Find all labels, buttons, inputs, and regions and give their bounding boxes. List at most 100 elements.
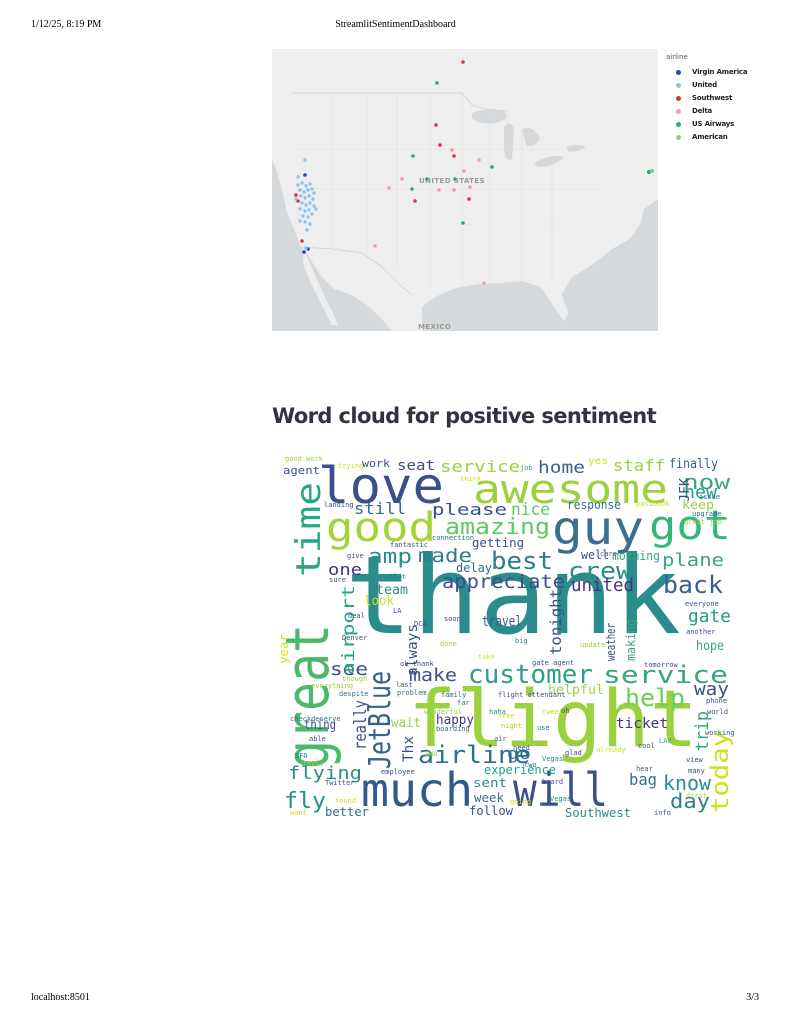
svg-text:Vegas: Vegas xyxy=(550,795,571,803)
wordcloud-word: Southwest xyxy=(565,806,631,820)
legend-item-american[interactable]: American xyxy=(666,131,747,144)
print-page-title: StreamlitSentimentDashboard xyxy=(335,19,456,30)
map-point xyxy=(302,250,306,254)
wordcloud-word: keep xyxy=(682,498,714,512)
svg-text:family: family xyxy=(441,691,466,699)
svg-text:need: need xyxy=(513,744,530,752)
wordcloud-word: Thx xyxy=(401,736,417,762)
svg-text:everything: everything xyxy=(311,682,353,690)
gulf-of-mexico xyxy=(422,283,540,331)
svg-text:reply: reply xyxy=(303,759,324,767)
map-point xyxy=(452,188,456,192)
wordcloud-word: flight xyxy=(408,675,698,765)
wordcloud-word: weather xyxy=(604,623,618,661)
canada-border xyxy=(292,92,509,112)
svg-text:DCA: DCA xyxy=(414,620,427,628)
svg-text:though: though xyxy=(342,675,367,683)
svg-text:flight attendant: flight attendant xyxy=(498,691,565,699)
svg-text:already: already xyxy=(596,746,626,754)
legend-title: airline xyxy=(666,53,688,61)
legend-item-us-airways[interactable]: US Airways xyxy=(666,118,747,131)
map-point xyxy=(461,221,465,225)
svg-text:fantastic: fantastic xyxy=(390,541,428,549)
wordcloud-word: fly xyxy=(284,789,326,814)
wordcloud-word: plane xyxy=(662,550,724,571)
wordcloud-word: got xyxy=(649,503,731,549)
wordcloud-word: flying xyxy=(288,763,362,784)
legend-label: United xyxy=(692,81,717,89)
svg-text:use: use xyxy=(537,724,550,732)
wordcloud-word: great xyxy=(280,624,343,769)
wordcloud-word: service xyxy=(440,457,520,476)
svg-text:LA: LA xyxy=(393,607,402,615)
svg-text:two: two xyxy=(524,761,537,769)
wordcloud-word: good xyxy=(326,505,436,551)
svg-text:far: far xyxy=(457,699,470,707)
legend-label: Delta xyxy=(692,107,713,115)
wordcloud-word: well xyxy=(581,548,609,562)
legend-item-united[interactable]: United xyxy=(666,79,747,92)
legend-marker xyxy=(676,135,681,140)
wordcloud-word: tonight xyxy=(547,589,565,655)
svg-text:gate agent: gate agent xyxy=(532,659,574,667)
wordcloud-word: getting xyxy=(472,536,524,550)
svg-text:everyone: everyone xyxy=(685,600,719,608)
wordcloud-word: make xyxy=(409,665,457,686)
svg-text:phone: phone xyxy=(706,697,727,705)
map-point xyxy=(490,165,494,169)
legend-item-southwest[interactable]: Southwest xyxy=(666,92,747,105)
map-point xyxy=(450,148,454,152)
wordcloud-word: better xyxy=(325,805,369,819)
wordcloud-word: bag xyxy=(629,770,657,789)
baja-land xyxy=(302,245,338,325)
svg-text:take: take xyxy=(478,653,495,661)
svg-text:issue: issue xyxy=(699,493,720,501)
wordcloud-word: airport xyxy=(339,585,359,675)
svg-text:tomorrow: tomorrow xyxy=(644,661,679,669)
airline-map[interactable]: UNITED STATES MEXICO xyxy=(272,49,658,331)
wordcloud-word: help xyxy=(625,684,685,712)
wordcloud-word: happy xyxy=(436,713,474,728)
florida-land xyxy=(540,281,568,321)
map-point xyxy=(453,177,457,181)
legend-item-delta[interactable]: Delta xyxy=(666,105,747,118)
svg-text:care: care xyxy=(600,550,617,558)
north-america-land xyxy=(272,49,658,331)
wordcloud-word: thank xyxy=(345,534,681,659)
map-point xyxy=(400,177,404,181)
wordcloud-word: really xyxy=(351,700,371,750)
svg-text:deal: deal xyxy=(348,612,365,620)
wordcloud-word: please xyxy=(432,500,507,519)
wordcloud-word: JetBlue xyxy=(363,671,398,769)
map-point xyxy=(300,239,304,243)
svg-text:going: going xyxy=(510,798,531,806)
wordcloud-word: know xyxy=(663,771,712,795)
svg-text:passbook: passbook xyxy=(636,500,671,508)
svg-text:LAX: LAX xyxy=(659,737,672,745)
map-point xyxy=(294,193,298,197)
svg-text:wonderful: wonderful xyxy=(424,708,462,716)
print-footer: localhost:8501 3/3 xyxy=(0,992,791,1006)
svg-text:haha: haha xyxy=(489,708,506,716)
wordcloud-word: guy xyxy=(552,501,644,555)
svg-text:big: big xyxy=(515,637,528,645)
map-canvas[interactable]: UNITED STATES MEXICO xyxy=(272,49,658,331)
svg-text:upgrade: upgrade xyxy=(692,510,722,518)
svg-text:landing: landing xyxy=(324,501,354,509)
svg-text:Twitter: Twitter xyxy=(325,779,355,787)
wordcloud-word: nice xyxy=(511,500,550,520)
svg-text:tweet: tweet xyxy=(542,708,563,716)
svg-text:problem: problem xyxy=(397,689,427,697)
wordcloud-word: JFK xyxy=(678,478,693,502)
wordcloud-word: amazing xyxy=(445,515,550,540)
wordcloud-word: helpful xyxy=(548,683,604,698)
wordcloud-word: trip xyxy=(692,711,713,751)
print-page-number: 3/3 xyxy=(746,992,759,1003)
wordcloud-word: today xyxy=(706,731,734,813)
wordcloud-word: best xyxy=(491,547,553,575)
wordcloud-word: back xyxy=(663,571,724,599)
svg-text:update: update xyxy=(580,641,605,649)
svg-text:trying: trying xyxy=(338,462,363,470)
legend-item-virgin-america[interactable]: Virgin America xyxy=(666,66,748,79)
svg-text:ok thank: ok thank xyxy=(400,660,435,668)
